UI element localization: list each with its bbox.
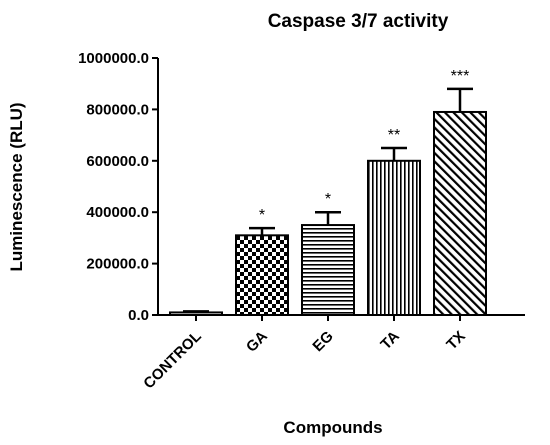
- error-bars: [183, 87, 473, 313]
- bar-eg: [301, 224, 355, 316]
- y-tick-label: 1000000.0: [78, 50, 149, 67]
- category-label-ga: GA: [243, 328, 271, 356]
- significance-ta: **: [388, 127, 400, 144]
- significance-tx: ***: [451, 68, 470, 85]
- significance-labels: *******: [259, 68, 469, 224]
- y-tick-label: 200000.0: [86, 256, 149, 273]
- chart-title: Caspase 3/7 activity: [268, 11, 449, 32]
- y-tick-label: 0.0: [128, 307, 149, 324]
- y-axis-label: Luminescence (RLU): [7, 102, 26, 271]
- category-label-eg: EG: [309, 328, 336, 355]
- y-tick-label: 800000.0: [86, 101, 149, 118]
- category-labels: CONTROL GA EG TA TX: [140, 328, 468, 393]
- bar-tx: [433, 110, 487, 316]
- significance-ga: *: [259, 207, 265, 224]
- significance-eg: *: [325, 191, 331, 208]
- x-axis-label: Compounds: [283, 418, 382, 437]
- category-label-tx: TX: [443, 328, 469, 354]
- bar-ga: [235, 234, 289, 316]
- bar-control: [169, 311, 223, 316]
- bar-ta: [367, 159, 421, 316]
- y-axis: 0.0 200000.0 400000.0 600000.0 800000.0 10000…: [78, 50, 159, 324]
- category-label-control: CONTROL: [140, 328, 204, 392]
- y-tick-label: 600000.0: [86, 153, 149, 170]
- category-label-ta: TA: [377, 328, 402, 353]
- y-tick-label: 400000.0: [86, 204, 149, 221]
